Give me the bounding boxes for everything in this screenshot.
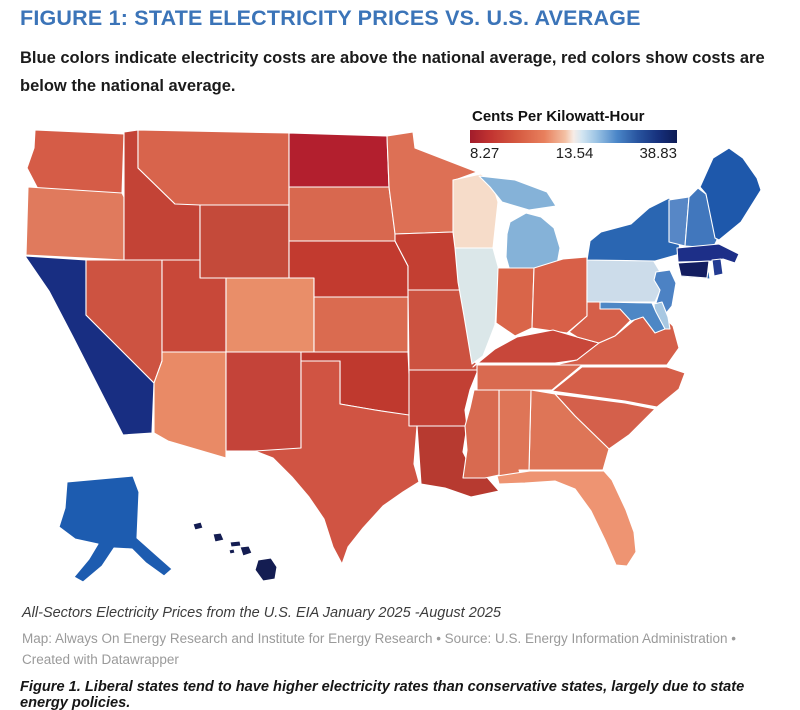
legend-max-value: 38.83 — [639, 145, 677, 162]
legend-min-value: 8.27 — [470, 145, 500, 162]
state-wa[interactable]: Washington — [26, 129, 125, 195]
figure-caption: Figure 1. Liberal states tend to have hi… — [20, 679, 745, 710]
state-ct[interactable]: Connecticut — [677, 260, 710, 279]
state-nh[interactable]: New Hampshire — [684, 187, 718, 249]
us-choropleth-map[interactable]: WashingtonOregonCaliforniaNevadaIdahoMon… — [15, 120, 785, 600]
state-ak[interactable]: Alaska — [58, 475, 173, 583]
legend-mid-value: 13.54 — [555, 145, 594, 162]
state-az[interactable]: Arizona — [153, 351, 227, 459]
state-ma[interactable]: Massachusetts — [676, 243, 740, 264]
state-mi[interactable]: Michigan — [478, 175, 557, 211]
state-me[interactable]: Maine — [699, 147, 762, 241]
state-hi[interactable]: Hawaii — [212, 532, 225, 543]
state-wi[interactable]: Wisconsin — [452, 173, 499, 249]
state-oh[interactable]: Ohio — [531, 256, 588, 334]
credits-note: Map: Always On Energy Research and Insti… — [22, 631, 737, 667]
figure-subtitle: Blue colors indicate electricity costs a… — [20, 49, 765, 96]
legend-labels: 8.27 13.54 38.83 — [470, 145, 677, 163]
figure-title: FIGURE 1: STATE ELECTRICITY PRICES VS. U… — [20, 6, 641, 30]
state-or[interactable]: Oregon — [25, 186, 125, 261]
state-ny[interactable]: New York — [586, 197, 681, 262]
state-in[interactable]: Indiana — [495, 267, 535, 337]
source-note: All-Sectors Electricity Prices from the … — [22, 605, 501, 621]
state-md[interactable]: Maryland — [599, 301, 666, 334]
state-al[interactable]: Alabama — [496, 389, 532, 483]
state-pa[interactable]: Pennsylvania — [586, 259, 666, 303]
legend-title: Cents Per Kilowatt-Hour — [472, 108, 645, 125]
state-hi[interactable]: Hawaii — [229, 540, 242, 548]
color-legend: Cents Per Kilowatt-Hour 8.27 13.54 38.83 — [470, 108, 678, 163]
state-ri[interactable]: Rhode Island — [711, 258, 724, 277]
state-hi[interactable]: Hawaii — [254, 557, 278, 582]
state-tx[interactable]: Texas — [254, 360, 420, 565]
state-la[interactable]: Louisiana — [416, 425, 500, 498]
state-nd[interactable]: North Dakota — [288, 132, 390, 188]
legend-gradient-bar — [470, 130, 677, 143]
state-tn[interactable]: Tennessee — [476, 364, 583, 391]
state-hi[interactable]: Hawaii — [192, 521, 204, 531]
state-il[interactable]: Illinois — [454, 247, 500, 365]
state-hi[interactable]: Hawaii — [239, 545, 253, 557]
state-nc[interactable]: North Carolina — [551, 366, 686, 408]
state-sd[interactable]: South Dakota — [288, 186, 396, 242]
state-ks[interactable]: Kansas — [313, 296, 409, 353]
state-wy[interactable]: Wyoming — [199, 204, 290, 279]
state-co[interactable]: Colorado — [225, 277, 315, 353]
state-hi[interactable]: Hawaii — [228, 548, 236, 555]
state-nm[interactable]: New Mexico — [225, 351, 302, 452]
state-fl[interactable]: Florida — [496, 470, 637, 567]
state-ms[interactable]: Mississippi — [462, 389, 500, 479]
